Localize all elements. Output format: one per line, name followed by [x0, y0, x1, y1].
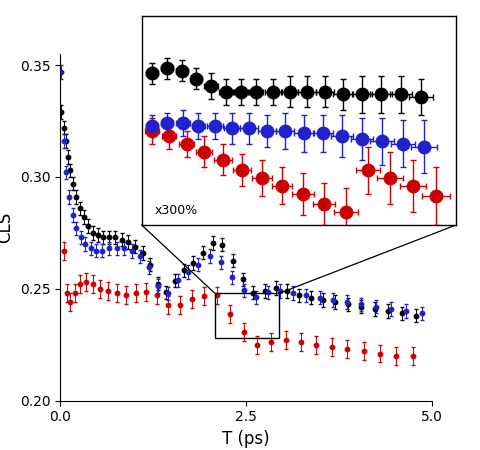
Text: x300%: x300% [154, 204, 197, 216]
Legend: WT, V123A, V123G: WT, V123A, V123G [368, 58, 428, 119]
X-axis label: T (ps): T (ps) [222, 430, 270, 448]
Bar [215, 293, 279, 338]
Y-axis label: CLS: CLS [0, 212, 14, 243]
